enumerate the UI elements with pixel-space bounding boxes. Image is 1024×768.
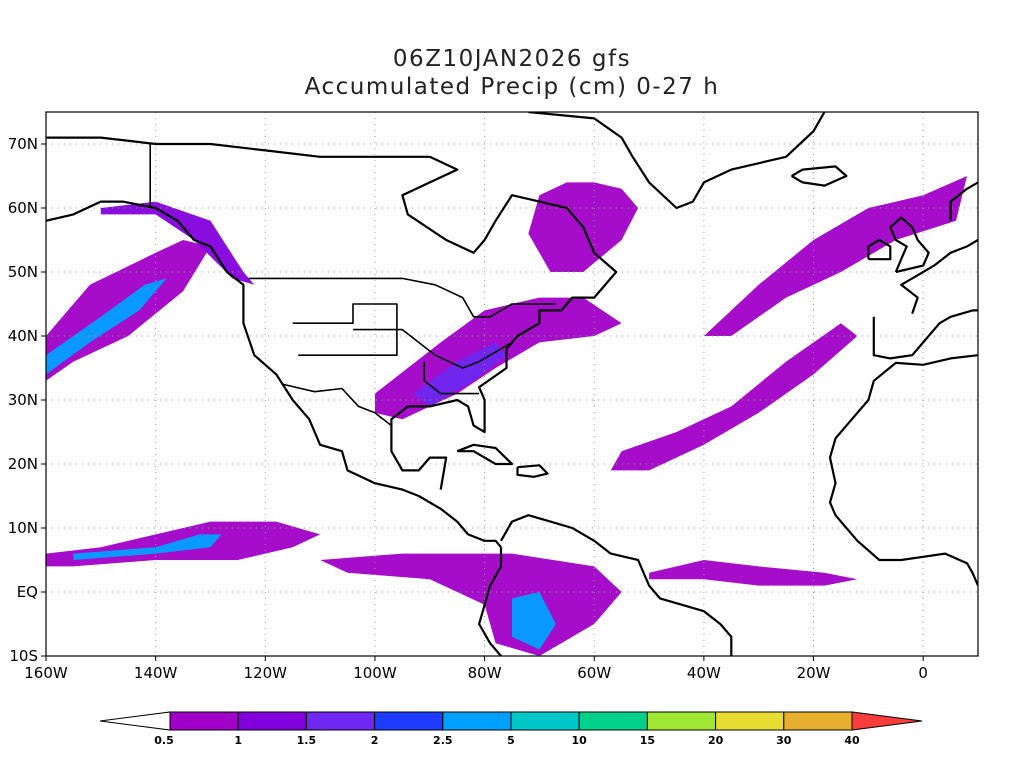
colorbar-label: 10 bbox=[572, 734, 588, 747]
axis-labels: 160W 140W 120W 100W 80W 60W 40W 20W 0 70N 60N 50N 40… bbox=[8, 135, 928, 682]
lon-label: 160W bbox=[24, 664, 68, 682]
lat-label: 70N bbox=[8, 135, 38, 153]
lon-label: 40W bbox=[687, 664, 721, 682]
map-title-line2: Accumulated Precip (cm) 0-27 h bbox=[304, 74, 720, 100]
lon-label: 60W bbox=[577, 664, 611, 682]
coastline-11 bbox=[889, 216, 930, 274]
colorbar-swatch bbox=[169, 711, 239, 731]
colorbar-swatch bbox=[305, 711, 376, 731]
coastline-12 bbox=[867, 238, 892, 261]
plot-frame bbox=[45, 111, 979, 657]
coastline-1 bbox=[46, 136, 618, 490]
lat-label: 60N bbox=[8, 199, 38, 217]
precip-region-10 bbox=[649, 560, 858, 586]
colorbar-swatch bbox=[510, 711, 580, 731]
lat-label: 30N bbox=[8, 391, 38, 409]
colorbar-swatch bbox=[646, 711, 717, 731]
precip-region-11 bbox=[320, 553, 622, 656]
lat-label: 40N bbox=[8, 327, 38, 345]
border-4 bbox=[353, 328, 513, 369]
colorbar-label: 1 bbox=[234, 734, 242, 747]
precip-region-3 bbox=[73, 534, 222, 560]
colorbar-label: 20 bbox=[708, 734, 724, 747]
lon-label: 20W bbox=[797, 664, 831, 682]
colorbar: 0.5 1 1.5 2 2.5 5 10 15 20 30 40 bbox=[99, 711, 923, 747]
colorbar-swatch bbox=[237, 711, 307, 731]
precip-region-12 bbox=[512, 592, 556, 650]
lat-label: EQ bbox=[17, 583, 38, 601]
coastline-10 bbox=[900, 239, 978, 314]
map-title-line1: 06Z10JAN2026 gfs bbox=[392, 46, 632, 72]
colorbar-swatch bbox=[783, 711, 853, 731]
lon-label: 100W bbox=[353, 664, 397, 682]
coastline-2 bbox=[528, 112, 826, 210]
lon-label: 80W bbox=[468, 664, 502, 682]
colorbar-label: 15 bbox=[640, 734, 655, 747]
colorbar-swatch bbox=[715, 711, 785, 731]
coastline-0 bbox=[46, 200, 502, 548]
lat-label: 20N bbox=[8, 455, 38, 473]
lon-label: 140W bbox=[134, 664, 178, 682]
colorbar-label: 40 bbox=[844, 734, 860, 747]
coastline-4 bbox=[478, 547, 503, 656]
colorbar-swatch bbox=[374, 711, 444, 731]
coastline-3 bbox=[791, 165, 848, 187]
precip-region-9 bbox=[610, 323, 858, 471]
lat-label: 50N bbox=[8, 263, 38, 281]
colorbar-swatch bbox=[442, 711, 512, 731]
coastlines bbox=[46, 112, 978, 656]
colorbar-over-arrow bbox=[851, 711, 923, 731]
coastline-5 bbox=[500, 514, 733, 656]
colorbar-swatch bbox=[578, 711, 648, 731]
colorbar-label: 2 bbox=[371, 734, 379, 747]
lat-label: 10S bbox=[9, 647, 38, 665]
precip-region-4 bbox=[100, 201, 255, 285]
gridlines bbox=[46, 112, 978, 656]
colorbar-label: 5 bbox=[507, 734, 515, 747]
coastline-6 bbox=[456, 443, 514, 466]
colorbar-label: 1.5 bbox=[297, 734, 317, 747]
colorbar-under-arrow bbox=[99, 711, 171, 731]
precip-fields bbox=[46, 176, 967, 656]
coastline-13 bbox=[949, 181, 978, 221]
colorbar-label: 2.5 bbox=[433, 734, 453, 747]
coastline-7 bbox=[516, 464, 549, 478]
colorbar-label: 30 bbox=[776, 734, 792, 747]
lon-label: 0 bbox=[918, 664, 928, 682]
precip-region-8 bbox=[703, 176, 967, 336]
coastline-8 bbox=[828, 354, 978, 587]
border-2 bbox=[281, 383, 392, 427]
precip-region-1 bbox=[46, 278, 167, 375]
lat-label: 10N bbox=[8, 519, 38, 537]
colorbar-label: 0.5 bbox=[154, 734, 174, 747]
border-5 bbox=[423, 361, 480, 395]
border-0 bbox=[248, 277, 556, 318]
lon-label: 120W bbox=[244, 664, 288, 682]
coastline-9 bbox=[872, 309, 978, 360]
